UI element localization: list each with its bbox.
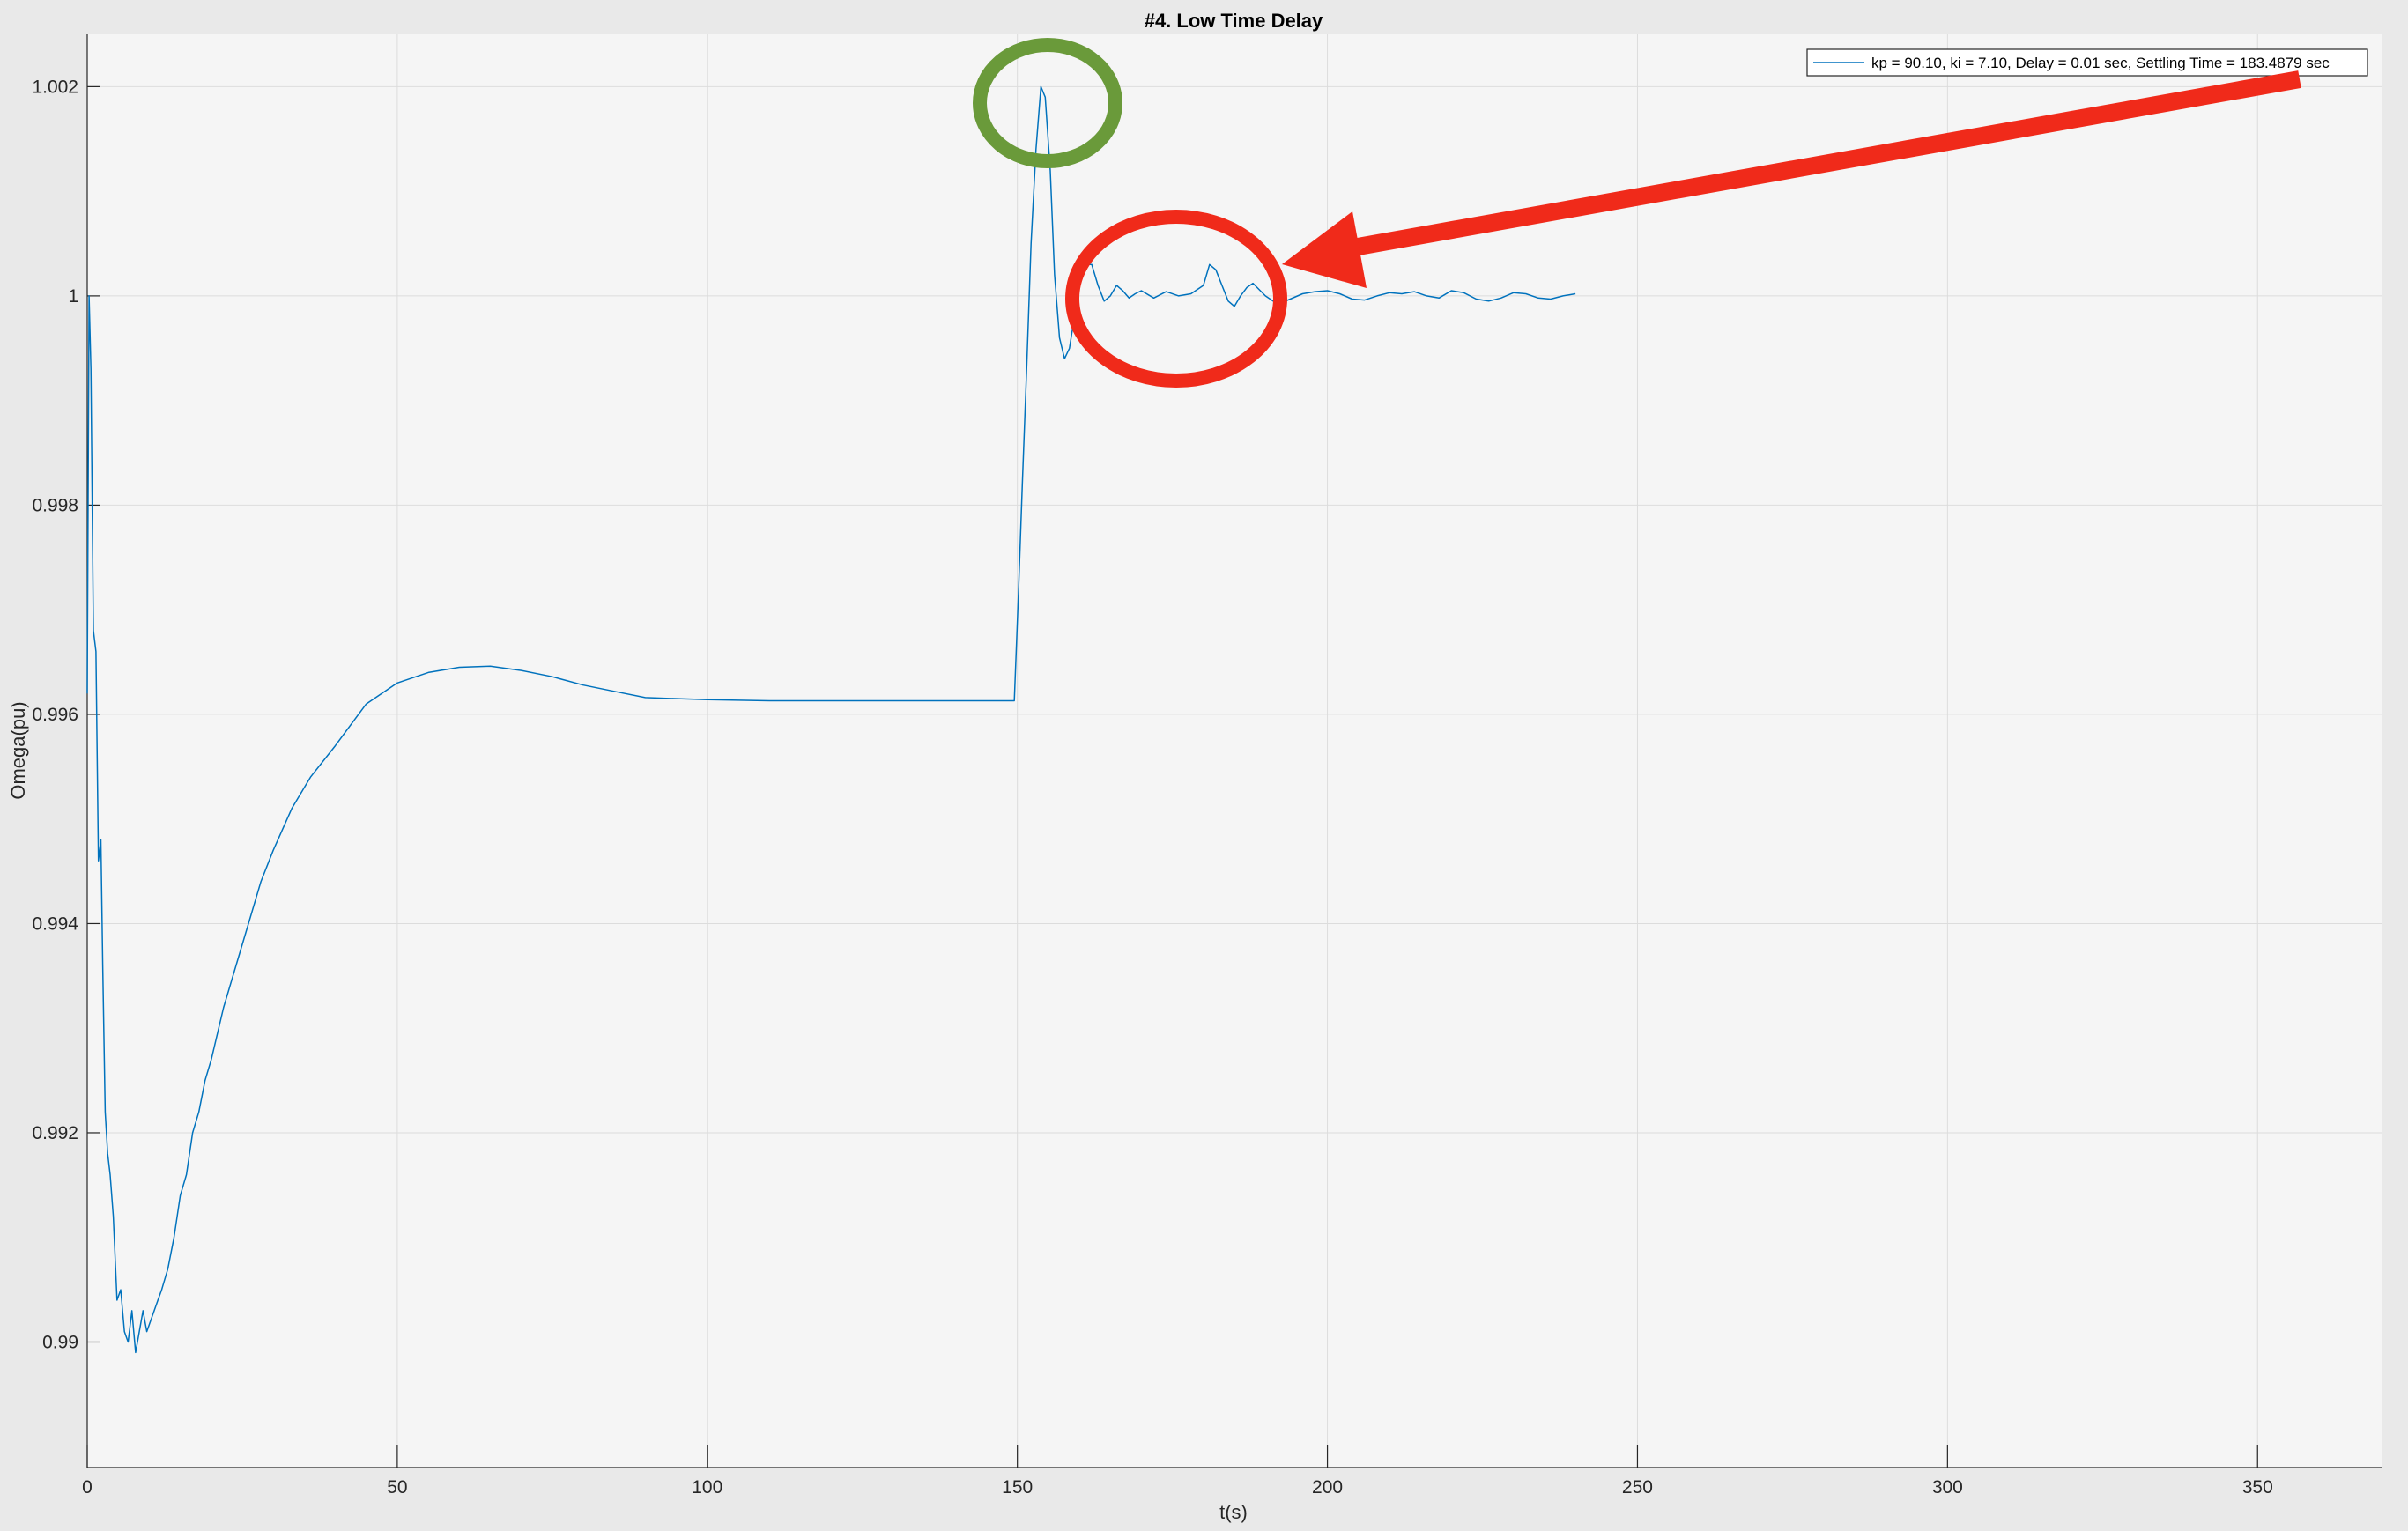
y-tick-label: 0.996 <box>32 705 78 725</box>
x-tick-label: 350 <box>2242 1477 2273 1498</box>
arrow-head <box>1282 211 1367 288</box>
x-axis-ticks: 0 50 100 150 200 250 300 350 <box>82 1445 2273 1498</box>
y-tick-label: 0.992 <box>32 1123 78 1143</box>
arrow-shaft <box>1346 70 2301 257</box>
x-tick-label: 0 <box>82 1477 93 1498</box>
axes-frame <box>86 34 2382 1468</box>
y-tick-label: 0.998 <box>32 495 78 515</box>
y-tick-label: 1 <box>68 286 78 307</box>
x-tick-label: 300 <box>1932 1477 1963 1498</box>
series-line <box>86 85 1576 1354</box>
x-tick-label: 250 <box>1622 1477 1653 1498</box>
annotations <box>973 38 2301 388</box>
x-tick-label: 100 <box>692 1477 722 1498</box>
x-tick-label: 200 <box>1312 1477 1343 1498</box>
axes-background <box>87 34 2382 1468</box>
x-axis-label: t(s) <box>1219 1501 1248 1523</box>
legend: kp = 90.10, ki = 7.10, Delay = 0.01 sec,… <box>1806 48 2368 77</box>
legend-box <box>1806 48 2368 77</box>
highlight-ellipse-oscillation <box>1065 210 1287 388</box>
x-tick-label: 50 <box>387 1477 407 1498</box>
series-layer <box>86 85 1576 1354</box>
y-axis-label: Omega(pu) <box>7 701 29 799</box>
highlight-ellipse-peak <box>973 38 1122 168</box>
y-axis-ticks: 0.99 0.992 0.994 0.996 0.998 1 1.002 <box>32 77 100 1352</box>
y-tick-label: 1.002 <box>32 77 78 97</box>
legend-entry: kp = 90.10, ki = 7.10, Delay = 0.01 sec,… <box>1871 55 2330 71</box>
y-tick-label: 0.99 <box>42 1332 78 1352</box>
y-tick-label: 0.994 <box>32 913 78 934</box>
grid <box>86 34 2382 1468</box>
x-tick-label: 150 <box>1002 1477 1033 1498</box>
chart-title: #4. Low Time Delay <box>1145 10 1323 32</box>
